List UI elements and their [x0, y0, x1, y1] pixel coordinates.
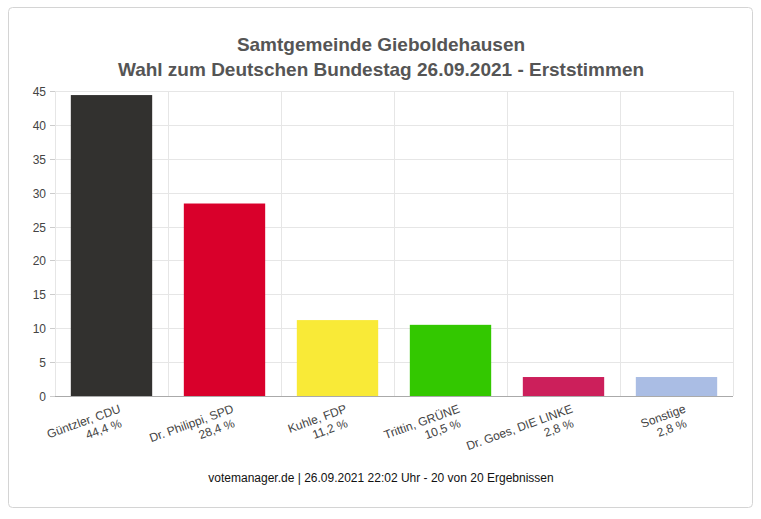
tick-label: 10 [33, 322, 47, 336]
title: Samtgemeinde Gieboldehausen [237, 34, 525, 55]
tick-mark [50, 159, 55, 160]
bars [71, 95, 717, 396]
tick-label: 25 [33, 221, 47, 235]
category-grid [55, 91, 56, 396]
tick-mark [50, 294, 55, 295]
subtitle: Wahl zum Deutschen Bundestag 26.09.2021 … [118, 59, 644, 80]
value-label: 2,8 % [542, 416, 576, 440]
tick-mark [50, 396, 55, 397]
x-label-group: Kuhle, FDP11,2 % [286, 402, 353, 449]
tick-mark [50, 193, 55, 194]
x-label-group: Dr. Philippi, SPD28,4 % [147, 402, 240, 459]
bar [184, 204, 265, 396]
bar [410, 325, 491, 396]
value-label: 28,4 % [197, 416, 237, 442]
footer: votemanager.de | 26.09.2021 22:02 Uhr - … [208, 471, 553, 485]
value-label: 10,5 % [423, 416, 463, 442]
tick-mark [50, 260, 55, 261]
tick-mark [50, 91, 55, 92]
tick-label: 0 [39, 390, 46, 404]
x-label-group: Güntzler, CDU44,4 % [45, 402, 127, 455]
value-label: 11,2 % [310, 416, 349, 442]
tick-mark [50, 362, 55, 363]
bar [71, 95, 152, 396]
x-label-group: Trittin, GRÜNE10,5 % [382, 402, 466, 456]
x-axis [55, 396, 733, 397]
category-grid [281, 91, 282, 396]
tick-label: 30 [33, 187, 47, 201]
bar [636, 377, 717, 396]
bar [523, 377, 604, 396]
tick-label: 35 [33, 153, 47, 167]
tick-mark [50, 227, 55, 228]
tick-label: 40 [33, 119, 47, 133]
category-grid [733, 91, 734, 396]
category-grid [168, 91, 169, 396]
bar [297, 320, 378, 396]
tick-label: 45 [33, 85, 47, 99]
x-label-group: Sonstige2,8 % [639, 402, 693, 444]
card [9, 8, 753, 508]
x-label-group: Dr. Goes, DIE LINKE2,8 % [464, 402, 579, 467]
tick-label: 20 [33, 254, 47, 268]
tick-label: 5 [39, 356, 46, 370]
value-label: 44,4 % [84, 416, 124, 442]
grid-line [55, 396, 733, 397]
tick-mark [50, 125, 55, 126]
value-label: 2,8 % [655, 416, 689, 440]
category-grid [620, 91, 621, 396]
category-grid [507, 91, 508, 396]
chart: Samtgemeinde Gieboldehausen Wahl zum Deut… [0, 0, 761, 519]
category-grid [394, 91, 395, 396]
tick-mark [50, 328, 55, 329]
tick-label: 15 [33, 288, 47, 302]
